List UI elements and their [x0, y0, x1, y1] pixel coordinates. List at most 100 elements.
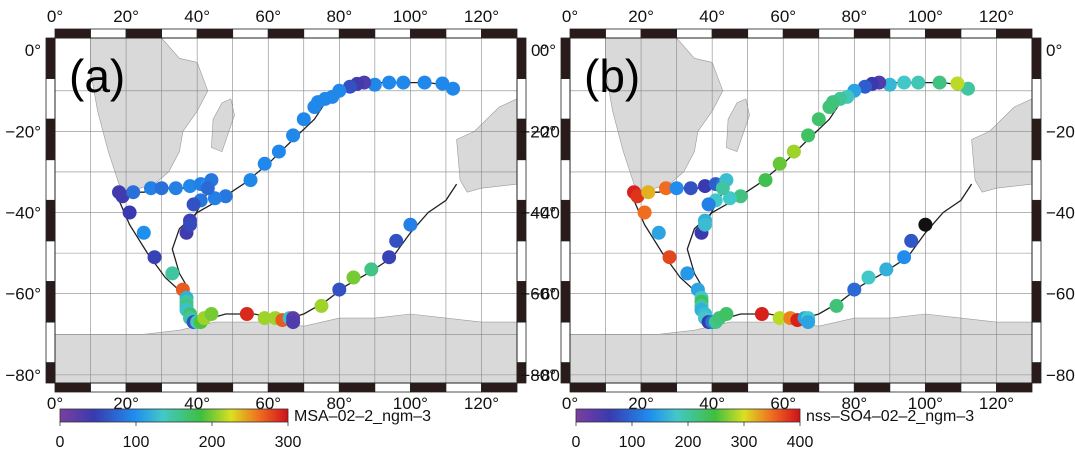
frame-segment: [818, 28, 855, 39]
lat-tick-label: −60°: [1046, 285, 1075, 304]
frame-segment: [711, 28, 749, 39]
frame-segment: [125, 382, 163, 393]
frame-segment: [90, 28, 127, 39]
frame-segment: [303, 382, 340, 393]
sample-station-point: [136, 225, 151, 240]
lat-tick-label: 0°: [540, 41, 556, 60]
frame-segment: [232, 28, 269, 39]
lon-tick-label: 80°: [841, 7, 867, 26]
sample-station-point: [343, 79, 357, 94]
frame-segment: [45, 281, 56, 323]
lon-tick-label: 120°: [979, 7, 1014, 26]
frame-segment: [409, 382, 447, 393]
map-border: [54, 37, 518, 384]
frame-segment: [45, 321, 56, 364]
frame-segment: [90, 382, 127, 393]
frame-segment: [1031, 37, 1042, 79]
sample-station-point: [722, 191, 737, 206]
colorbar: [575, 408, 801, 423]
frame-segment: [374, 28, 411, 39]
lon-tick-label: 0°: [562, 394, 578, 413]
colorbar-tick-label: 200: [675, 434, 702, 451]
sample-station-point: [950, 76, 965, 91]
sample-station-point: [115, 189, 130, 204]
frame-segment: [560, 159, 571, 201]
sample-station-point: [257, 156, 272, 171]
lat-tick-label: −20°: [5, 122, 41, 141]
frame-segment: [560, 78, 571, 120]
frame-segment: [1031, 281, 1042, 323]
lat-tick-label: −40°: [5, 204, 41, 223]
sample-station-point: [204, 307, 219, 321]
frame-segment: [853, 28, 891, 39]
frame-segment: [267, 382, 305, 393]
sample-station-point: [733, 189, 748, 204]
lat-tick-label: −20°: [531, 122, 567, 141]
lat-tick-label: −80°: [531, 366, 567, 385]
colorbar: [59, 408, 289, 423]
frame-segment: [45, 362, 56, 384]
map-border: [569, 37, 1033, 384]
lon-tick-label: 100°: [908, 394, 943, 413]
colorbar-tick-label: 0: [56, 434, 65, 451]
frame-segment: [960, 382, 997, 393]
sample-station-point: [286, 315, 301, 330]
sample-station-point: [882, 77, 897, 92]
frame-segment: [560, 37, 571, 79]
sample-station-point: [758, 173, 773, 188]
sample-station-point: [698, 217, 712, 232]
sample-station-point: [147, 250, 162, 265]
lon-tick-label: 0°: [47, 394, 63, 413]
frame-segment: [853, 382, 891, 393]
lon-tick-label: 100°: [393, 7, 428, 26]
lon-tick-label: 40°: [184, 394, 210, 413]
frame-segment: [481, 382, 518, 393]
sample-station-point: [651, 225, 666, 240]
sample-station-point: [897, 250, 912, 265]
sample-station-point: [396, 75, 411, 90]
sample-station-point: [904, 233, 919, 248]
frame-segment: [45, 78, 56, 120]
madagascar-land: [726, 98, 750, 152]
sample-station-point: [367, 77, 382, 92]
sample-station-point: [286, 128, 301, 143]
colorbar-title: MSA–02–2_ngm–3: [294, 408, 431, 425]
sample-station-point: [754, 307, 769, 321]
sample-station-point: [382, 75, 397, 90]
sample-station-point: [637, 205, 652, 220]
sample-station-point: [772, 156, 787, 171]
frame-segment: [45, 240, 56, 282]
sample-station-point: [144, 181, 158, 196]
sample-station-point: [715, 181, 730, 196]
sample-station-point: [403, 217, 418, 232]
frame-segment: [782, 28, 820, 39]
frame-segment: [54, 382, 91, 393]
frame-segment: [569, 382, 606, 393]
frame-segment: [560, 199, 571, 242]
frame-segment: [747, 28, 784, 39]
lon-tick-label: 120°: [464, 394, 499, 413]
lon-tick-label: 20°: [628, 394, 654, 413]
frame-segment: [569, 28, 606, 39]
sample-station-point: [786, 144, 801, 159]
madagascar-land: [211, 98, 235, 152]
sample-station-point: [662, 250, 677, 265]
frame-segment: [445, 382, 482, 393]
frame-segment: [560, 118, 571, 161]
colorbar-tick-label: 300: [275, 434, 302, 451]
sample-station-point: [801, 315, 816, 330]
frame-segment: [125, 28, 163, 39]
lon-tick-label: 60°: [770, 394, 796, 413]
frame-segment: [640, 28, 678, 39]
colorbar-title: nss–SO4–02–2_ngm–3: [806, 408, 974, 425]
frame-segment: [1031, 118, 1042, 161]
sample-station-point: [858, 79, 872, 94]
frame-segment: [45, 159, 56, 201]
frame-segment: [516, 37, 527, 79]
lon-tick-label: 80°: [841, 394, 867, 413]
frame-segment: [676, 382, 713, 393]
sample-station-point: [918, 217, 933, 232]
frame-segment: [196, 382, 234, 393]
sample-station-point: [669, 181, 684, 196]
lat-tick-label: −40°: [1046, 204, 1075, 223]
